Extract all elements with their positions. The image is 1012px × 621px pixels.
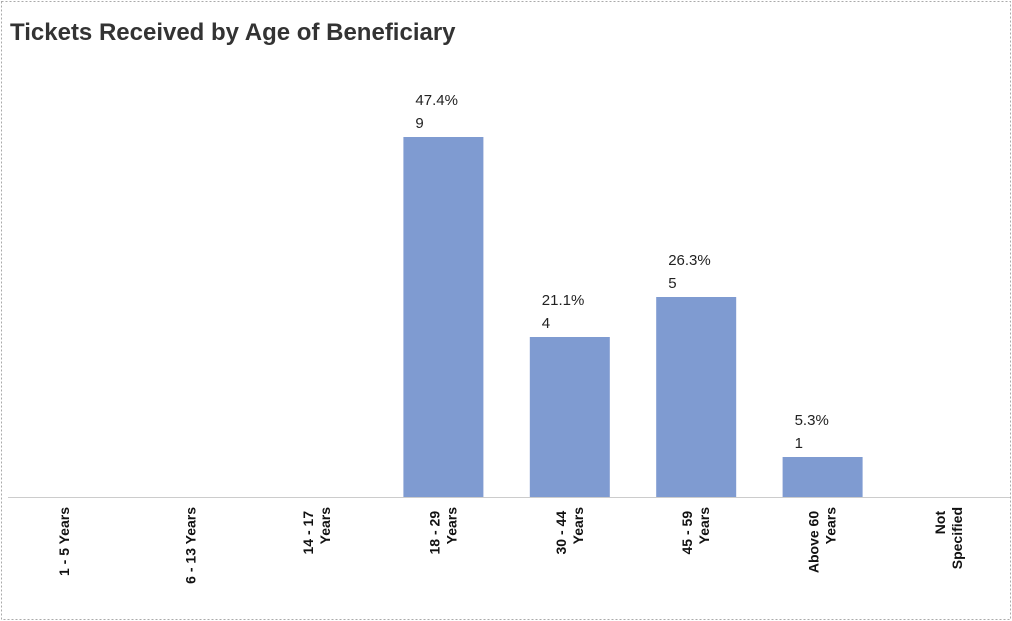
x-tick-label: Above 60 Years	[806, 507, 839, 573]
x-tick-label: 30 - 44 Years	[553, 507, 586, 555]
percent-label: 21.1%	[542, 292, 585, 309]
x-tick-label: 45 - 59 Years	[679, 507, 712, 555]
x-tick-label: 18 - 29 Years	[426, 507, 459, 555]
count-label: 5	[668, 275, 676, 292]
x-tick-label: 1 - 5 Years	[56, 507, 72, 576]
x-tick-label: 6 - 13 Years	[183, 507, 199, 584]
bar	[782, 457, 863, 497]
chart-title: Tickets Received by Age of Beneficiary	[10, 19, 456, 46]
percent-label: 47.4%	[415, 92, 458, 109]
percent-label: 5.3%	[795, 412, 829, 429]
count-label: 9	[415, 115, 423, 132]
count-label: 1	[795, 435, 803, 452]
bar	[529, 337, 610, 497]
x-tick-label: 14 - 17 Years	[300, 507, 333, 555]
count-label: 4	[542, 315, 550, 332]
x-tick-label: Not Specified	[932, 507, 965, 569]
bar	[656, 297, 737, 497]
bar	[403, 137, 484, 497]
percent-label: 26.3%	[668, 252, 711, 269]
